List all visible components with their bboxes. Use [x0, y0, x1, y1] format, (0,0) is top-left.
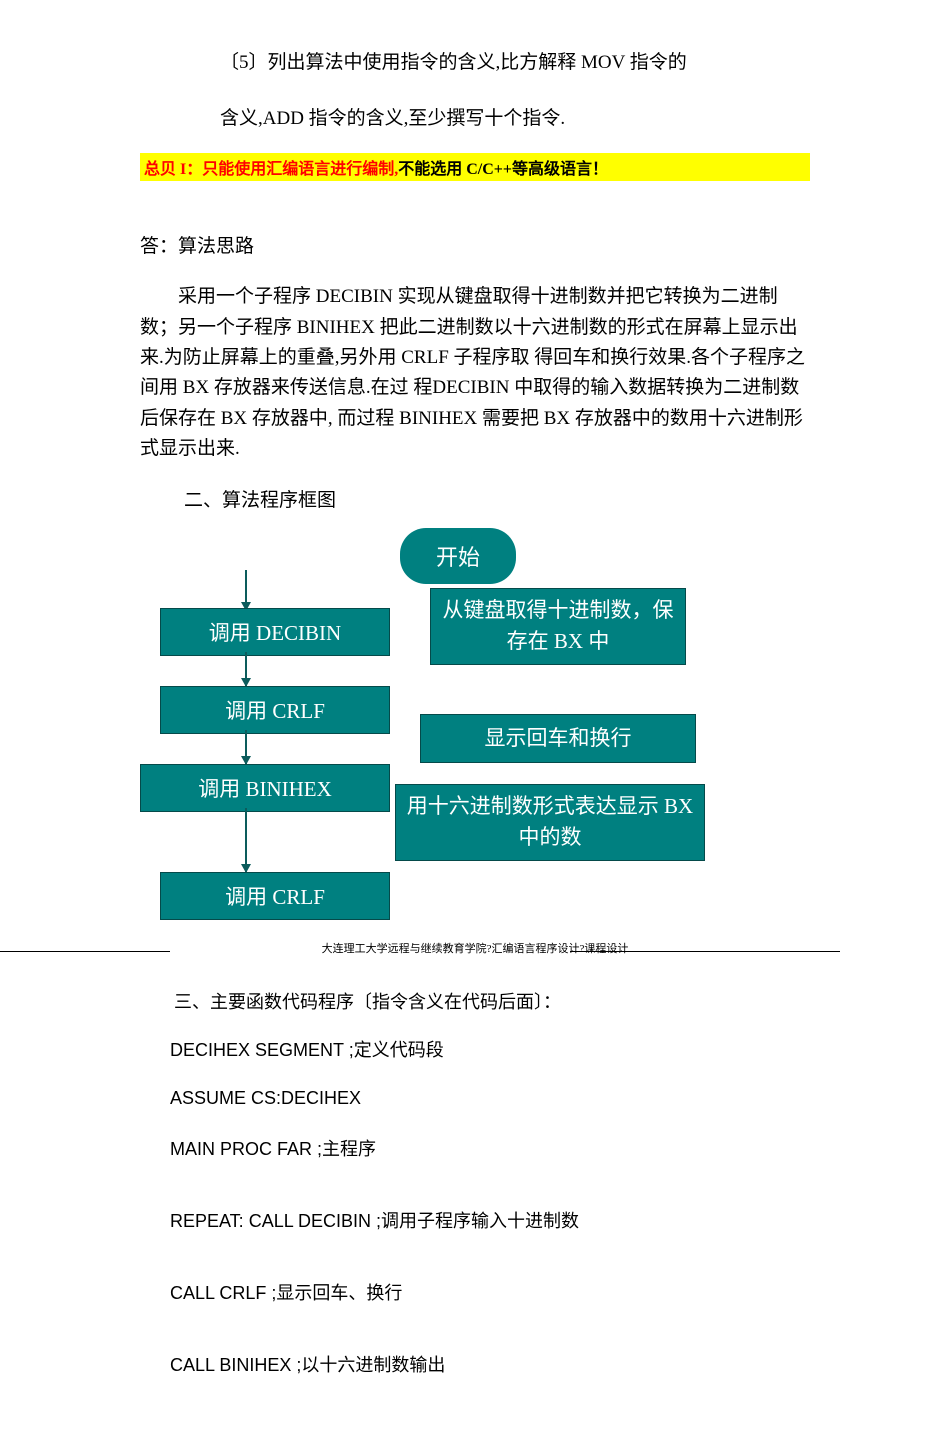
code-line-1: DECIHEX SEGMENT ;定义代码段 [170, 1036, 810, 1062]
code-line-5: CALL CRLF ;显示回车、换行 [170, 1279, 810, 1305]
flow-left-crlf-2: 调用 CRLF [160, 872, 390, 920]
highlight-warning: 总贝 I：只能使用汇编语言进行编制,不能选用 C/C++等高级语言！ [140, 153, 810, 181]
code-line-3: MAIN PROC FAR ;主程序 [170, 1135, 810, 1161]
list-item-5-line2: 含义,ADD 指令的含义,至少撰写十个指令. [220, 96, 810, 142]
flow-right-annot-2: 显示回车和换行 [420, 714, 696, 764]
section-3-title: 三、主要函数代码程序〔指令含义在代码后面〕： [174, 988, 810, 1014]
code-line-6: CALL BINIHEX ;以十六进制数输出 [170, 1351, 810, 1377]
arrow-4 [245, 808, 247, 872]
flow-left-binihex: 调用 BINIHEX [140, 764, 390, 812]
list-item-5-line1: 〔5〕列出算法中使用指令的含义,比方解释 MOV 指令的 [220, 40, 810, 86]
flow-start: 开始 [400, 528, 516, 584]
arrow-1 [245, 570, 247, 610]
answer-label: 答：算法思路 [140, 231, 810, 258]
code-line-4: REPEAT: CALL DECIBIN ;调用子程序输入十进制数 [170, 1207, 810, 1233]
body-paragraph-text: 采用一个子程序 DECIBIN 实现从键盘取得十进制数并把它转换为二进制数；另一… [140, 286, 805, 459]
code-line-2: ASSUME CS:DECIHEX [170, 1088, 810, 1109]
section-2-title: 二、算法程序框图 [184, 485, 810, 512]
flow-right-annot-1: 从键盘取得十进制数，保存在 BX 中 [430, 588, 686, 665]
highlight-red-text: 总贝 I：只能使用汇编语言进行编制, [144, 161, 398, 178]
highlight-black-text: 不能选用 C/C++等高级语言！ [398, 161, 608, 178]
arrow-2 [245, 652, 247, 686]
flowchart: 开始 调用 DECIBIN 调用 CRLF 调用 BINIHEX 调用 CRLF… [140, 528, 810, 958]
flow-left-decibin: 调用 DECIBIN [160, 608, 390, 656]
footer-text: 大连理工大学远程与继续教育学院?汇编语言程序设计?课程设计 [140, 940, 810, 956]
flow-right-annot-3: 用十六进制数形式表达显示 BX 中的数 [395, 784, 705, 861]
arrow-3 [245, 730, 247, 764]
flow-left-crlf-1: 调用 CRLF [160, 686, 390, 734]
footer-line-right [570, 951, 840, 952]
body-paragraph: 采用一个子程序 DECIBIN 实现从键盘取得十进制数并把它转换为二进制数；另一… [140, 282, 810, 464]
